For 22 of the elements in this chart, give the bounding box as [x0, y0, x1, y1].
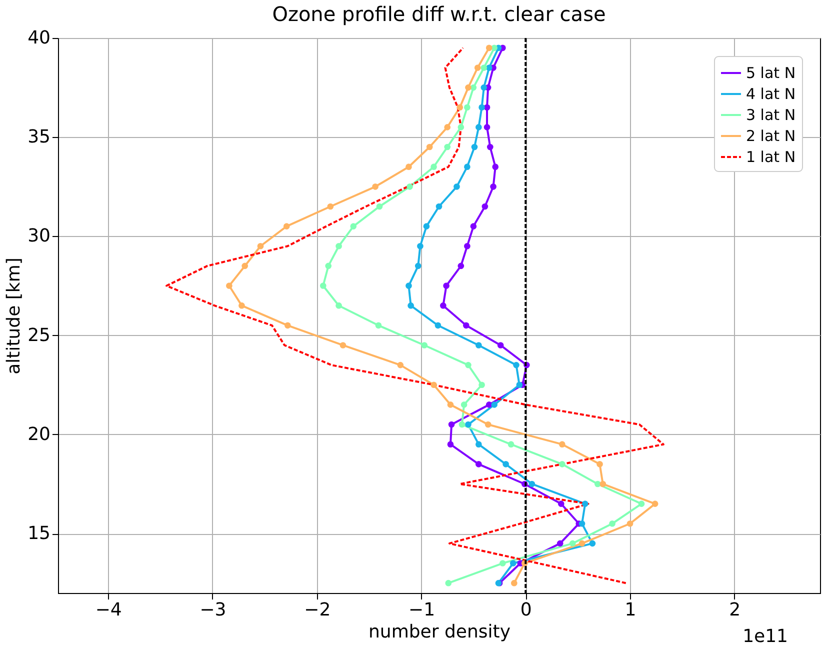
x-tick-label: 2 [729, 600, 741, 620]
legend-label: 1 lat N [746, 148, 796, 166]
x-tick-label: 1 [624, 600, 636, 620]
legend-label: 2 lat N [746, 127, 796, 145]
y-tick-label: 30 [28, 226, 50, 247]
chart-title: Ozone profile diff w.r.t. clear case [272, 2, 606, 26]
text: 1e11 [742, 626, 788, 646]
y-tick-label: 25 [28, 324, 50, 346]
x-axis-title: number density [368, 622, 511, 642]
x-tick-label: −2 [304, 600, 331, 620]
y-tick-label: 20 [28, 424, 50, 445]
x-tick-label: 0 [520, 600, 532, 620]
y-axis-title: altitude [km] [4, 258, 25, 374]
x-tick-label: −1 [408, 600, 436, 620]
legend-label: 5 lat N [746, 64, 796, 82]
x-tick-label: −3 [200, 600, 226, 620]
y-tick-label: 35 [28, 126, 50, 148]
x-tick-label: −4 [95, 600, 122, 620]
legend-label: 3 lat N [746, 106, 796, 124]
legend-label: 4 lat N [746, 85, 796, 103]
y-tick-label: 40 [28, 28, 50, 48]
y-tick-label: 15 [28, 523, 50, 544]
